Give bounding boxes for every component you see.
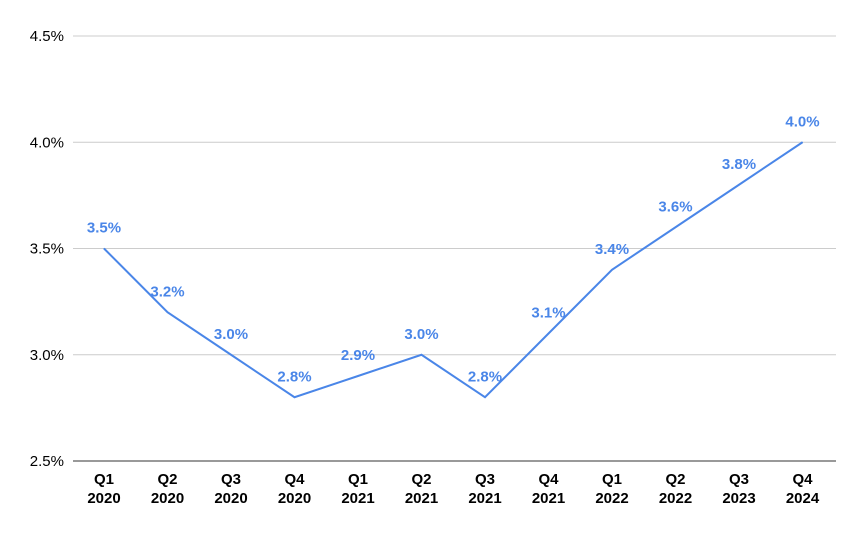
y-tick-label: 4.0% [30, 134, 64, 151]
x-tick-label: Q2 2022 [659, 471, 692, 507]
y-axis: 2.5% 3.0% 3.5% 4.0% 4.5% [30, 28, 64, 470]
data-label: 3.4% [595, 241, 629, 258]
data-label: 3.0% [404, 326, 438, 343]
data-point [611, 269, 613, 271]
data-label: 2.9% [341, 347, 375, 364]
data-point [357, 375, 359, 377]
x-axis: Q1 2020 Q2 2020 Q3 2020 Q4 2020 Q1 2021 Q2 2021 Q3 20… [87, 471, 820, 507]
data-label: 3.2% [150, 283, 184, 300]
data-label: 3.6% [658, 198, 692, 215]
data-labels: 3.5% 3.2% 3.0% 2.8% 2.9% 3.0% 2.8% 3.1% 3.4% 3.6%… [87, 113, 820, 385]
x-tick-label: Q3 2020 [214, 471, 247, 507]
data-label: 4.0% [785, 113, 819, 130]
data-label: 2.8% [468, 368, 502, 385]
data-point [802, 141, 803, 143]
data-point [484, 396, 486, 398]
x-tick-label: Q1 2022 [595, 471, 628, 507]
data-point [230, 354, 232, 356]
gridlines [73, 35, 836, 462]
data-label: 2.8% [277, 368, 311, 385]
y-tick-label: 4.5% [30, 28, 64, 45]
x-tick-label: Q4 2024 [786, 471, 820, 507]
y-tick-label: 3.0% [30, 347, 64, 364]
data-label: 3.0% [214, 326, 248, 343]
y-tick-label: 3.5% [30, 241, 64, 258]
series-line [103, 141, 804, 399]
data-point [421, 354, 422, 356]
data-point [294, 396, 295, 398]
data-point [675, 226, 676, 228]
data-point [738, 184, 740, 186]
x-tick-label: Q1 2020 [87, 471, 120, 507]
x-tick-label: Q4 2020 [278, 471, 311, 507]
x-tick-label: Q2 2021 [405, 471, 438, 507]
data-point [103, 248, 105, 249]
data-label: 3.5% [87, 220, 121, 237]
data-label: 3.1% [531, 305, 565, 322]
data-point [548, 333, 549, 334]
x-tick-label: Q3 2023 [722, 471, 755, 507]
series-line-path [103, 141, 804, 399]
x-tick-label: Q1 2021 [341, 471, 374, 507]
x-tick-label: Q2 2020 [151, 471, 184, 507]
y-tick-label: 2.5% [30, 453, 64, 470]
data-label: 3.8% [722, 156, 756, 173]
x-tick-label: Q4 2021 [532, 471, 565, 507]
data-point [167, 311, 168, 313]
x-tick-label: Q3 2021 [468, 471, 501, 507]
